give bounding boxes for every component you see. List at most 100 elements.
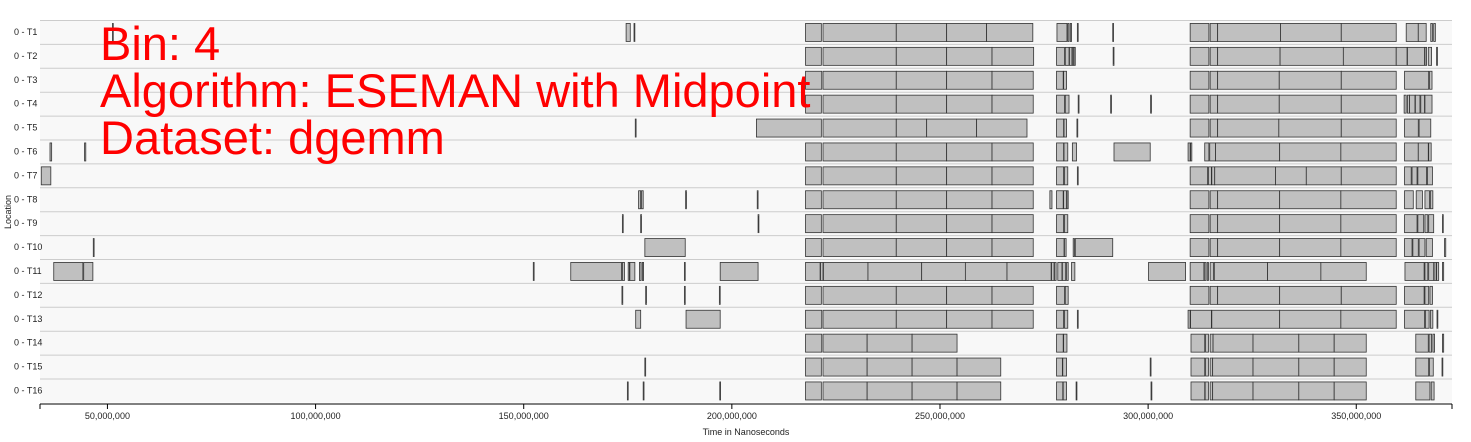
event-segment[interactable] [1298,333,1335,353]
event-segment[interactable] [991,46,1035,66]
event-segment[interactable] [1071,262,1076,281]
event-segment[interactable] [946,190,993,210]
event-segment[interactable] [1278,70,1342,90]
event-segment[interactable] [1056,118,1065,138]
event-segment[interactable] [1056,357,1063,377]
event-segment[interactable] [823,262,869,281]
event-segment[interactable] [822,70,897,90]
event-segment[interactable] [1209,214,1219,234]
event-segment[interactable] [1340,142,1397,162]
event-segment[interactable] [718,285,721,305]
event-segment[interactable] [1071,46,1075,66]
event-segment[interactable] [1209,238,1219,257]
event-segment[interactable] [1217,94,1280,114]
event-segment[interactable] [895,214,948,234]
event-segment[interactable] [1333,333,1367,353]
event-segment[interactable] [1063,118,1067,138]
event-segment[interactable] [1279,214,1342,234]
event-segment[interactable] [822,23,897,42]
event-segment[interactable] [112,23,114,42]
event-segment[interactable] [956,381,1002,401]
event-segment[interactable] [1056,381,1064,401]
event-segment[interactable] [1206,262,1209,281]
event-segment[interactable] [1189,46,1210,66]
event-segment[interactable] [1112,23,1114,42]
event-segment[interactable] [1432,333,1435,353]
event-segment[interactable] [822,309,897,329]
event-segment[interactable] [1217,70,1280,90]
event-segment[interactable] [805,309,823,329]
event-segment[interactable] [866,357,913,377]
event-segment[interactable] [1279,285,1342,305]
event-segment[interactable] [946,166,993,186]
event-segment[interactable] [1189,262,1205,281]
event-segment[interactable] [1429,309,1434,329]
event-segment[interactable] [83,262,94,281]
event-segment[interactable] [1340,285,1397,305]
event-segment[interactable] [1404,309,1425,329]
event-segment[interactable] [1267,262,1322,281]
event-segment[interactable] [822,285,897,305]
event-segment[interactable] [991,190,1034,210]
event-segment[interactable] [1252,381,1300,401]
event-segment[interactable] [1056,190,1064,210]
event-segment[interactable] [626,381,629,401]
event-segment[interactable] [625,23,631,42]
event-segment[interactable] [986,23,1034,42]
event-segment[interactable] [1340,70,1397,90]
event-segment[interactable] [805,238,822,257]
event-segment[interactable] [1417,166,1428,186]
event-segment[interactable] [1054,262,1057,281]
event-segment[interactable] [866,333,913,353]
event-segment[interactable] [805,381,822,401]
event-segment[interactable] [1063,333,1068,353]
event-segment[interactable] [1209,118,1219,138]
event-segment[interactable] [1411,166,1418,186]
event-segment[interactable] [1209,285,1219,305]
event-segment[interactable] [991,70,1034,90]
event-segment[interactable] [991,238,1034,257]
event-segment[interactable] [1217,46,1281,66]
event-segment[interactable] [756,190,759,210]
event-segment[interactable] [895,23,948,42]
event-segment[interactable] [1340,190,1397,210]
event-segment[interactable] [805,190,822,210]
event-segment[interactable] [1187,309,1191,329]
event-segment[interactable] [1279,309,1342,329]
event-segment[interactable] [1061,262,1067,281]
event-segment[interactable] [911,333,958,353]
event-segment[interactable] [40,166,52,186]
event-segment[interactable] [805,94,822,114]
event-segment[interactable] [1209,70,1219,90]
event-segment[interactable] [1209,190,1219,210]
event-segment[interactable] [991,285,1034,305]
event-segment[interactable] [1424,94,1433,114]
event-segment[interactable] [1209,333,1214,353]
event-segment[interactable] [1190,333,1206,353]
event-segment[interactable] [976,118,1028,138]
event-segment[interactable] [1427,166,1433,186]
event-segment[interactable] [1279,190,1342,210]
event-segment[interactable] [866,381,913,401]
event-segment[interactable] [1333,357,1367,377]
event-segment[interactable] [1417,214,1425,234]
event-segment[interactable] [719,262,759,281]
event-segment[interactable] [1404,262,1425,281]
event-segment[interactable] [895,238,948,257]
event-segment[interactable] [1404,214,1418,234]
event-segment[interactable] [1189,285,1210,305]
event-segment[interactable] [895,118,928,138]
event-segment[interactable] [1203,262,1207,281]
event-segment[interactable] [1333,381,1367,401]
event-segment[interactable] [634,118,637,138]
event-segment[interactable] [991,214,1034,234]
event-segment[interactable] [1217,118,1280,138]
event-segment[interactable] [639,262,642,281]
event-segment[interactable] [1279,238,1342,257]
event-segment[interactable] [1062,381,1067,401]
event-segment[interactable] [1404,285,1425,305]
event-segment[interactable] [627,262,630,281]
event-segment[interactable] [685,309,721,329]
event-segment[interactable] [719,381,722,401]
event-segment[interactable] [1056,46,1065,66]
